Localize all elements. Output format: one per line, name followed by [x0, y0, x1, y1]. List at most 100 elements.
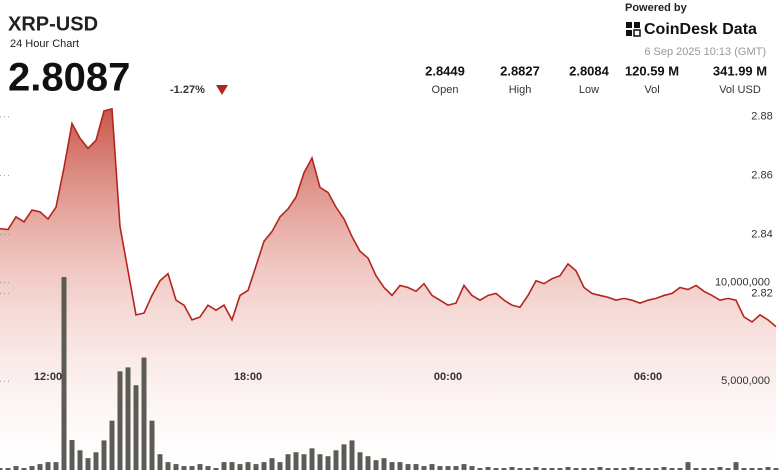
volume-bar [229, 462, 235, 470]
volume-bar [533, 467, 539, 470]
volume-bar [773, 468, 779, 470]
volume-bar [45, 462, 51, 470]
header: XRP-USD 24 Hour Chart 2.8087 -1.27% Powe… [8, 2, 766, 100]
stat-value: 2.8449 [425, 63, 465, 78]
y-tick-label: 2.82 [751, 287, 772, 299]
volume-bar [549, 468, 555, 470]
volume-bar [541, 468, 547, 470]
volume-bar [157, 454, 163, 470]
volume-bar [677, 468, 683, 470]
volume-bar [485, 467, 491, 470]
y-tick-label: 2.86 [751, 170, 772, 182]
volume-bar [501, 468, 507, 470]
volume-bar [565, 467, 571, 470]
volume-bar [461, 464, 467, 470]
volume-bar [245, 462, 251, 470]
volume-bar [493, 468, 499, 470]
volume-bar [469, 466, 475, 470]
price-line [0, 107, 777, 328]
volume-bar [317, 454, 323, 470]
y-tick-label: 2.84 [751, 228, 772, 240]
volume-bar [165, 462, 171, 470]
volume-bar [685, 462, 691, 470]
volume-bar [733, 462, 739, 470]
volume-bar [133, 385, 139, 470]
volume-bar [717, 467, 723, 470]
volume-bar [757, 468, 763, 470]
volume-bar [205, 466, 211, 470]
volume-bar [421, 466, 427, 470]
volume-bar [149, 420, 155, 470]
volume-bar [109, 420, 115, 470]
volume-bar [637, 468, 643, 470]
volume-bar [725, 468, 731, 470]
volume-bar [197, 464, 203, 470]
price: 2.8087 [8, 56, 130, 100]
plot-area [0, 107, 779, 470]
volume-bar [453, 466, 459, 470]
stats: 2.8449 Open 2.8827 High 2.8084 Low 120.59 M Vol… [425, 63, 767, 95]
volume-bar [53, 462, 59, 470]
volume-bar [301, 454, 307, 470]
volume-bar [445, 466, 451, 470]
stat-value: 120.59 M [625, 63, 679, 78]
volume-bar [381, 458, 387, 470]
volume-bar [653, 468, 659, 470]
volume-bar [621, 468, 627, 470]
volume-bar [429, 464, 435, 470]
volume-bar [613, 468, 619, 470]
price-area [0, 108, 776, 470]
volume-bar [389, 462, 395, 470]
axes: 2.82 2.84 2.86 2.88 5,000,000 10,000,000 12:00… [0, 111, 773, 387]
down-arrow [216, 85, 228, 95]
volume-bar [517, 468, 523, 470]
x-tick-label: 18:00 [234, 371, 262, 383]
volume-bar [101, 440, 107, 470]
volume-bar [0, 468, 3, 470]
volume-bar [269, 458, 275, 470]
volume-bar [309, 448, 315, 470]
volume-bar [629, 467, 635, 470]
timestamp: 6 Sep 2025 10:13 (GMT) [644, 46, 766, 58]
volume-bar [669, 468, 675, 470]
volume-bar [325, 456, 331, 470]
x-tick-label: 06:00 [634, 371, 662, 383]
volume-bar [173, 464, 179, 470]
volume-bar [661, 467, 667, 470]
stat-value: 2.8827 [500, 63, 540, 78]
volume-bar [349, 440, 355, 470]
volume-bar [581, 468, 587, 470]
volume-bar [117, 371, 123, 470]
powered-by: Powered by [625, 2, 688, 14]
volume-bar [557, 468, 563, 470]
volume-bar [597, 467, 603, 470]
volume-bar [85, 458, 91, 470]
volume-bar [525, 468, 531, 470]
subtitle: 24 Hour Chart [10, 38, 79, 50]
volume-bar [357, 452, 363, 470]
volume-bar [61, 277, 67, 470]
volume-bar [221, 462, 227, 470]
volume-bar [709, 468, 715, 470]
volume-bar [693, 468, 699, 470]
volume-bar [509, 467, 515, 470]
y2-tick-label: 10,000,000 [715, 276, 770, 288]
volume-bar [5, 468, 11, 470]
x-tick-label: 12:00 [34, 371, 62, 383]
volume-bar [741, 468, 747, 470]
stat-value: 341.99 M [713, 63, 767, 78]
brand-logo [626, 22, 641, 37]
volume-bar [413, 464, 419, 470]
volume-bar [21, 468, 27, 470]
volume-bar [37, 464, 43, 470]
volume-bar [285, 454, 291, 470]
volume-bar [373, 460, 379, 470]
volume-bar [181, 466, 187, 470]
stat-label: Vol USD [719, 84, 761, 96]
volume-bar [437, 466, 443, 470]
volume-bar [189, 466, 195, 470]
volume-bar [293, 452, 299, 470]
x-tick-label: 00:00 [434, 371, 462, 383]
